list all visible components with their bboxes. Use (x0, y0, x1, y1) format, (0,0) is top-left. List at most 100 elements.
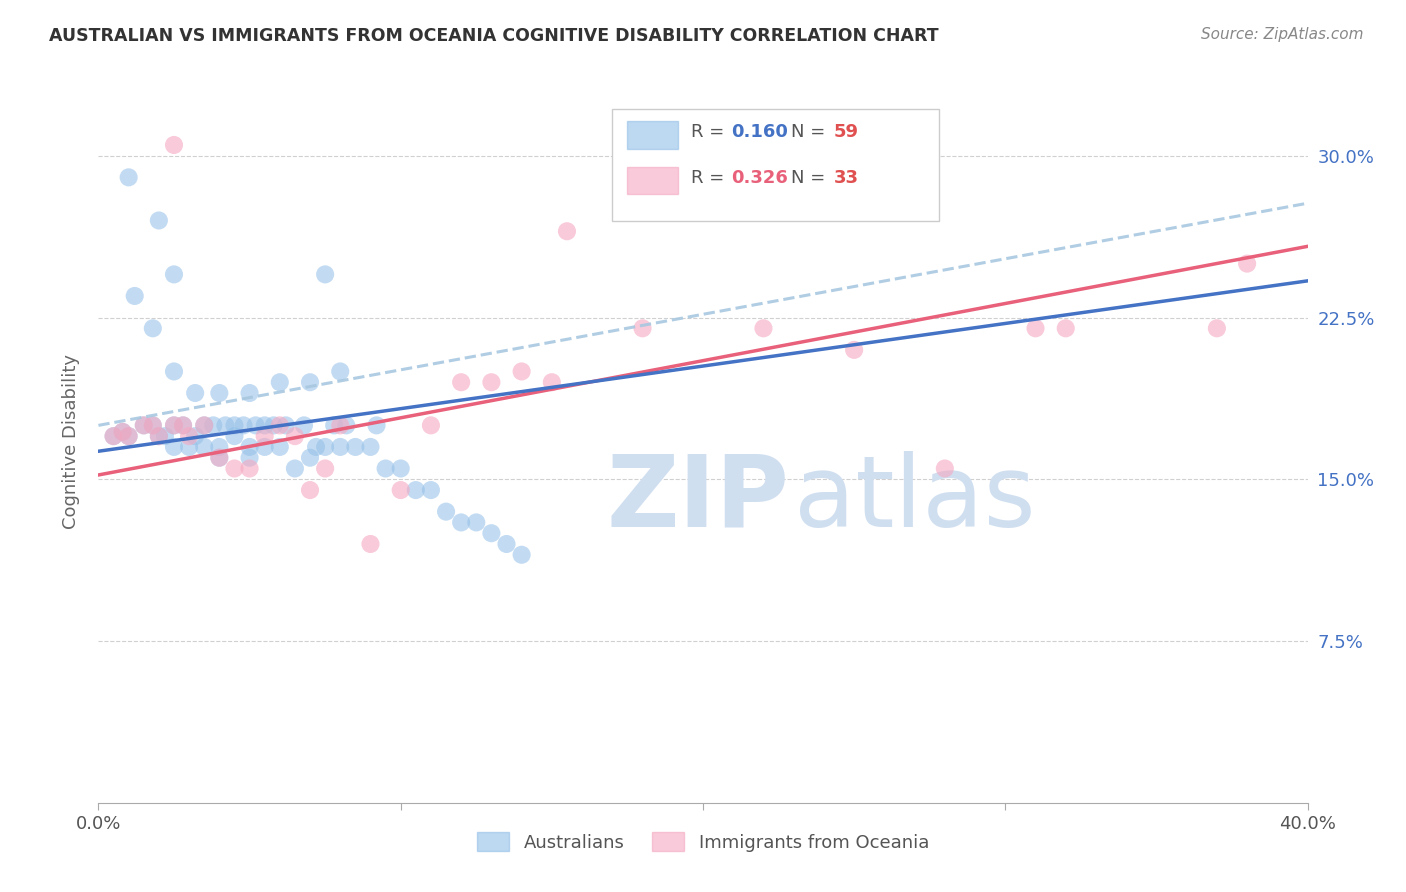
Point (224, 418, 246, 433)
Point (148, 429, 170, 443)
Point (269, 440, 291, 454)
FancyBboxPatch shape (627, 121, 678, 149)
Point (202, 418, 225, 433)
Point (103, 429, 125, 443)
Point (214, 418, 236, 433)
Point (172, 418, 194, 433)
Point (555, 224, 578, 238)
Point (163, 268, 186, 282)
Text: 33: 33 (834, 169, 859, 186)
Point (163, 364, 186, 378)
Point (450, 376, 472, 390)
Point (540, 376, 562, 390)
Point (253, 418, 276, 433)
Point (752, 321, 775, 335)
FancyBboxPatch shape (613, 109, 939, 221)
Point (253, 440, 276, 454)
Point (360, 537, 382, 551)
Point (163, 440, 186, 454)
Text: Source: ZipAtlas.com: Source: ZipAtlas.com (1201, 27, 1364, 42)
Point (366, 418, 388, 433)
Point (314, 440, 336, 454)
Point (239, 386, 262, 401)
Point (1024, 321, 1046, 335)
Point (323, 418, 346, 433)
Point (844, 343, 866, 357)
Y-axis label: Cognitive Disability: Cognitive Disability (62, 354, 80, 529)
Point (253, 429, 276, 443)
Point (148, 213, 170, 227)
Point (510, 548, 533, 562)
Point (239, 440, 262, 454)
Text: atlas: atlas (793, 450, 1035, 548)
Point (208, 386, 231, 401)
Point (118, 429, 141, 443)
Point (179, 440, 201, 454)
Point (314, 461, 336, 475)
Point (153, 429, 176, 443)
Point (329, 440, 352, 454)
Point (184, 386, 207, 401)
Point (1236, 257, 1258, 271)
Point (274, 418, 297, 433)
Point (420, 483, 443, 497)
Point (232, 418, 254, 433)
Point (208, 450, 231, 465)
Point (111, 425, 134, 439)
Point (245, 418, 267, 433)
Point (269, 376, 291, 390)
Point (360, 440, 382, 454)
Point (389, 483, 412, 497)
Point (179, 429, 201, 443)
Text: AUSTRALIAN VS IMMIGRANTS FROM OCEANIA COGNITIVE DISABILITY CORRELATION CHART: AUSTRALIAN VS IMMIGRANTS FROM OCEANIA CO… (49, 27, 939, 45)
Point (335, 418, 357, 433)
Text: 0.326: 0.326 (731, 169, 787, 186)
Point (208, 450, 231, 465)
Point (420, 418, 443, 433)
Point (481, 376, 503, 390)
Point (239, 450, 262, 465)
Point (132, 418, 155, 433)
Point (299, 450, 322, 465)
Text: ZIP: ZIP (606, 450, 789, 548)
FancyBboxPatch shape (627, 167, 678, 194)
Point (284, 429, 307, 443)
Point (163, 418, 186, 433)
Point (263, 418, 285, 433)
Text: N =: N = (792, 169, 831, 186)
Point (111, 425, 134, 439)
Point (434, 505, 457, 519)
Point (374, 461, 396, 475)
Point (118, 429, 141, 443)
Point (1206, 321, 1229, 335)
Point (389, 461, 412, 475)
Point (184, 429, 207, 443)
Point (481, 526, 503, 541)
Point (163, 138, 186, 153)
Point (224, 429, 246, 443)
Point (142, 418, 165, 433)
Point (1054, 321, 1077, 335)
Point (224, 461, 246, 475)
Point (299, 483, 322, 497)
Point (142, 418, 165, 433)
Point (193, 418, 215, 433)
Point (292, 418, 315, 433)
Point (132, 418, 155, 433)
Text: R =: R = (690, 169, 730, 186)
Point (465, 516, 488, 530)
Point (148, 429, 170, 443)
Text: 59: 59 (834, 123, 859, 141)
Point (344, 440, 367, 454)
Point (193, 440, 215, 454)
Point (239, 461, 262, 475)
Legend: Australians, Immigrants from Oceania: Australians, Immigrants from Oceania (470, 825, 936, 859)
Point (631, 321, 654, 335)
Point (934, 461, 956, 475)
Point (299, 376, 322, 390)
Point (284, 461, 307, 475)
Point (172, 418, 194, 433)
Point (269, 418, 291, 433)
Point (329, 364, 352, 378)
Point (450, 516, 472, 530)
